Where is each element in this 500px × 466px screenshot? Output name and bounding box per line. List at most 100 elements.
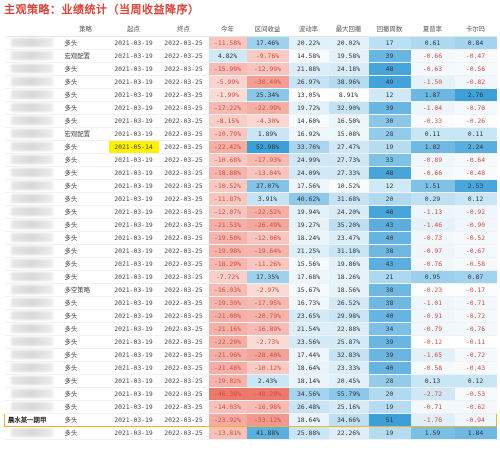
sharpe-cell: -0.23 [410, 283, 455, 297]
calmar-cell: 0.84 [454, 36, 497, 50]
drawdown-weeks-cell: 51 [368, 412, 411, 427]
drawdown-weeks-cell: 34 [368, 322, 411, 336]
strategy-cell: 多头 [62, 335, 109, 349]
ytd-cell: -22.42% [208, 140, 247, 154]
volatility-cell: 24.99% [288, 153, 329, 167]
col-name-header [4, 22, 63, 37]
calmar-cell: -0.94 [454, 412, 497, 427]
col-calmar-header: 卡尔玛 [454, 22, 497, 37]
table-row: 多头 2021-03-19 2022-03-25 -18.29% -11.26% 15.5… [4, 257, 497, 271]
calmar-cell: -0.56 [454, 62, 497, 76]
ytd-cell: -8.15% [208, 114, 247, 128]
end-date-cell: 2022-03-25 [158, 231, 209, 245]
drawdown-weeks-cell: 39 [368, 348, 411, 362]
table-row: 多头 2021-03-19 2022-03-25 -10.52% 27.07% 17.56… [4, 179, 497, 193]
end-date-cell: 2022-03-25 [158, 205, 209, 219]
sharpe-cell: -0.73 [410, 231, 455, 245]
ytd-cell: -11.58% [208, 36, 247, 50]
start-date-cell: 2021-03-19 [108, 49, 159, 63]
drawdown-weeks-cell: 30 [368, 114, 411, 128]
strategy-cell: 多头 [62, 412, 109, 427]
table-row: 多头 2021-03-19 2022-03-25 -21.53% -26.49% 19.2… [4, 218, 497, 232]
strategy-cell: 多头 [62, 309, 109, 323]
volatility-cell: 14.58% [288, 49, 329, 63]
drawdown-weeks-cell: 21 [368, 270, 411, 284]
start-date-cell: 2021-03-19 [108, 309, 159, 323]
max-drawdown-cell: 19.58% [328, 49, 369, 63]
strategy-cell: 多头 [62, 218, 109, 232]
max-drawdown-cell: 35.20% [328, 218, 369, 232]
redaction-blur [10, 311, 53, 320]
max-drawdown-cell: 31.68% [328, 192, 369, 206]
redacted-name-cell [4, 192, 63, 206]
ytd-cell: -5.99% [208, 75, 247, 89]
volatility-cell: 15.67% [288, 283, 329, 297]
redacted-name-cell [4, 296, 63, 310]
table-row: 多头 2021-03-19 2022-03-25 -18.88% -13.04% 24.0… [4, 166, 497, 180]
redacted-name-cell [4, 348, 63, 362]
start-date-cell: 2021-03-19 [108, 283, 159, 297]
drawdown-weeks-cell: 28 [368, 374, 411, 388]
col-drawdown-weeks-header: 回撤周数 [368, 22, 411, 37]
ytd-cell: -23.92% [208, 412, 247, 427]
start-date-cell: 2021-05-14 [108, 140, 159, 154]
return-cell: -22.99% [246, 101, 289, 115]
start-date-cell: 2021-03-19 [108, 75, 159, 89]
strategy-cell: 多头 [62, 374, 109, 388]
strategy-cell: 多头 [62, 361, 109, 375]
calmar-cell: -0.64 [454, 153, 497, 167]
strategy-cell: 多头 [62, 192, 109, 206]
redacted-name-cell [4, 88, 63, 102]
table-row: 多头 2021-03-19 2022-03-25 -10.68% -17.93% 24.9… [4, 153, 497, 167]
return-cell: -2.97% [246, 283, 289, 297]
strategy-cell: 多头 [62, 244, 109, 258]
table-row: 多头 2021-03-19 2022-03-25 -11.87% 3.91% 40.62%… [4, 192, 497, 206]
redaction-blur [10, 90, 53, 99]
sharpe-cell: 0.29 [410, 192, 455, 206]
sharpe-cell: -2.72 [410, 387, 455, 401]
drawdown-weeks-cell: 28 [368, 127, 411, 141]
start-date-cell: 2021-03-19 [108, 88, 159, 102]
drawdown-weeks-cell: 20 [368, 387, 411, 401]
return-cell: 17.46% [246, 36, 289, 50]
return-cell: -48.20% [246, 387, 289, 401]
volatility-cell: 17.56% [288, 179, 329, 193]
sharpe-cell: -0.66 [410, 49, 455, 63]
redaction-blur [10, 376, 53, 385]
ytd-cell: -18.29% [208, 257, 247, 271]
strategy-cell: 多头 [62, 179, 109, 193]
table-row: 多头 2021-03-19 2022-03-25 -13.81% 41.88% 25.88… [4, 426, 497, 440]
max-drawdown-cell: 31.18% [328, 244, 369, 258]
redacted-name-cell [4, 166, 63, 180]
volatility-cell: 21.54% [288, 322, 329, 336]
max-drawdown-cell: 27.33% [328, 166, 369, 180]
return-cell: -17.95% [246, 296, 289, 310]
max-drawdown-cell: 10.52% [328, 179, 369, 193]
start-date-cell: 2021-03-19 [108, 114, 159, 128]
start-date-cell: 2021-03-19 [108, 218, 159, 232]
strategy-cell: 多头 [62, 348, 109, 362]
max-drawdown-cell: 32.83% [328, 348, 369, 362]
redaction-blur [10, 103, 53, 112]
redaction-blur [10, 116, 53, 125]
redacted-name-cell [4, 114, 63, 128]
table-row: 多头 2021-03-19 2022-03-25 -21.00% -20.79% 23.6… [4, 309, 497, 323]
table-row: 多头 2021-03-19 2022-03-25 -21.16% -16.89% 21.5… [4, 322, 497, 336]
start-date-cell: 2021-03-19 [108, 36, 159, 50]
table-row: 多头 2021-03-19 2022-03-25 -22.29% -2.73% 23.56… [4, 335, 497, 349]
sharpe-cell: -0.76 [410, 257, 455, 271]
volatility-cell: 23.65% [288, 309, 329, 323]
drawdown-weeks-cell: 40 [368, 361, 411, 375]
drawdown-weeks-cell: 39 [368, 101, 411, 115]
max-drawdown-cell: 29.98% [328, 309, 369, 323]
table-row: 多头 2021-03-19 2022-03-25 -19.82% 2.43% 18.14%… [4, 374, 497, 388]
max-drawdown-cell: 16.50% [328, 114, 369, 128]
sharpe-cell: -0.63 [410, 62, 455, 76]
table-row: 多头 2021-03-19 2022-03-25 -21.48% -10.12% 18.6… [4, 361, 497, 375]
end-date-cell: 2022-03-25 [158, 361, 209, 375]
table-row: 多头 2021-03-19 2022-03-25 -19.98% -19.64% 21.2… [4, 244, 497, 258]
sharpe-cell: -1.04 [410, 101, 455, 115]
calmar-cell: -0.58 [454, 257, 497, 271]
return-cell: -28.40% [246, 348, 289, 362]
ytd-cell: -19.30% [208, 296, 247, 310]
